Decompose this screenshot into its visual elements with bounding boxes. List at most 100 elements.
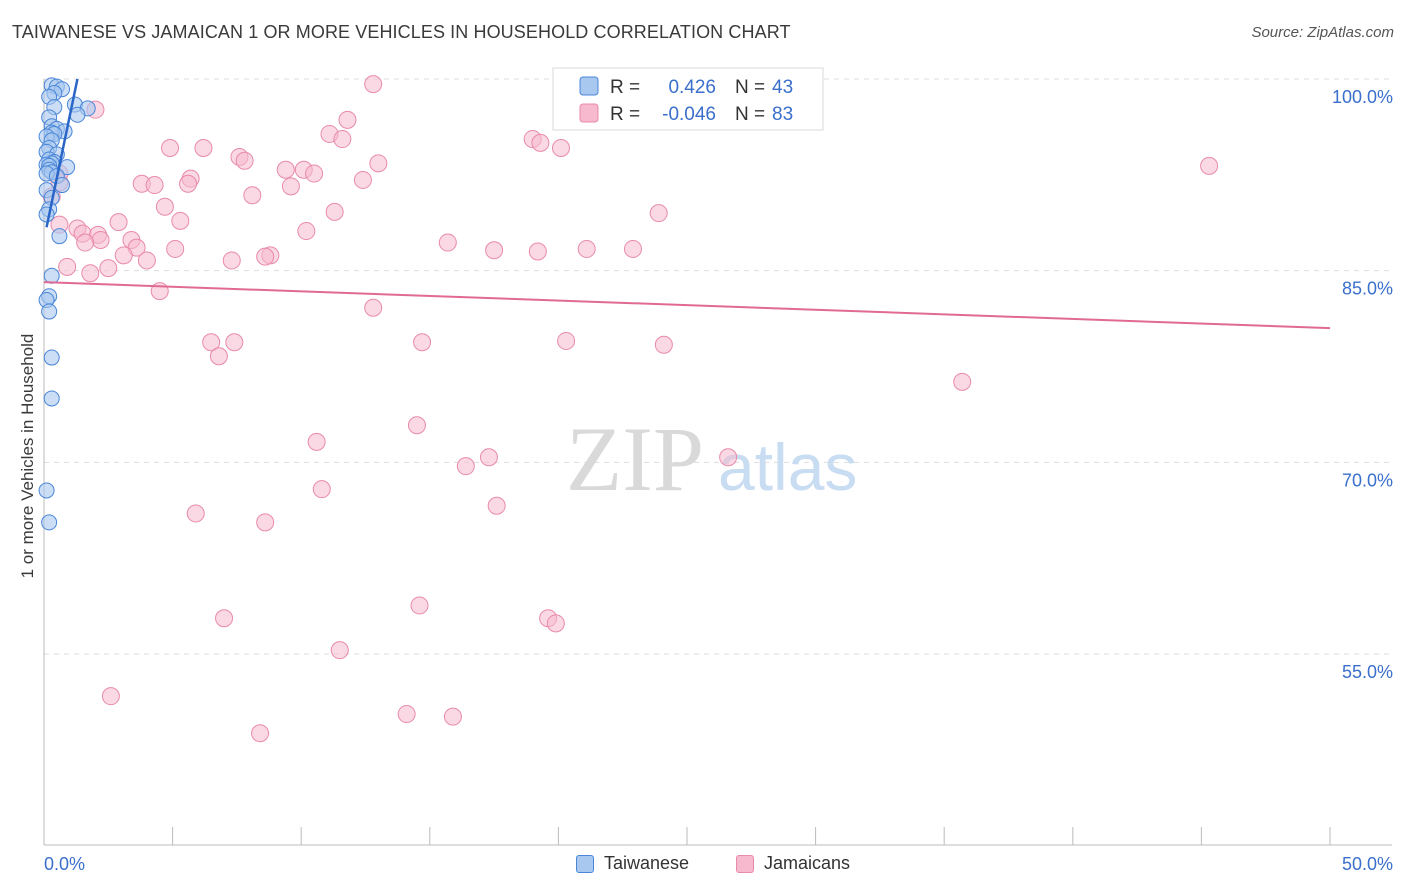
jamaicans-point-20 bbox=[145, 176, 164, 195]
jamaicans-point-26 bbox=[155, 197, 174, 216]
stats-n-value-jamaican: 83 bbox=[772, 104, 793, 125]
stats-n-value-taiwanese: 43 bbox=[772, 77, 793, 98]
jamaicans-point-0 bbox=[364, 75, 383, 94]
legend-swatch-jamaicans bbox=[736, 854, 754, 873]
jamaicans-point-48 bbox=[256, 247, 275, 266]
legend-label-jamaicans: Jamaicans bbox=[764, 853, 851, 873]
jamaicans-point-38 bbox=[76, 233, 95, 252]
jamaicans-point-60 bbox=[654, 335, 673, 354]
y-tick-label-2: 85.0% bbox=[1342, 279, 1393, 299]
jamaicans-point-69 bbox=[487, 496, 506, 515]
source-label: Source: ZipAtlas.com bbox=[1251, 24, 1394, 41]
stats-r-label-jamaican: R = bbox=[610, 104, 640, 125]
taiwanese-trend-line bbox=[45, 78, 79, 228]
taiwanese-point-41 bbox=[43, 390, 60, 407]
jamaicans-point-62 bbox=[953, 372, 972, 391]
jamaicans-point-16 bbox=[1200, 156, 1219, 175]
jamaicans-point-55 bbox=[364, 298, 383, 317]
taiwanese-point-40 bbox=[43, 349, 60, 366]
jamaicans-point-75 bbox=[546, 614, 565, 633]
jamaicans-point-18 bbox=[353, 170, 372, 189]
jamaicans-point-61 bbox=[209, 347, 228, 366]
jamaicans-point-68 bbox=[312, 480, 331, 499]
taiwanese-point-34 bbox=[38, 206, 55, 223]
jamaicans-point-36 bbox=[91, 231, 110, 249]
jamaicans-point-66 bbox=[719, 448, 738, 467]
jamaicans-point-72 bbox=[410, 596, 429, 615]
y-tick-label-0: 55.0% bbox=[1342, 662, 1393, 682]
y-tick-labels: 55.0% 70.0% 85.0% 100.0% bbox=[1332, 87, 1393, 682]
jamaicans-point-67 bbox=[456, 457, 475, 476]
jamaicans-point-43 bbox=[577, 239, 596, 258]
axes bbox=[43, 79, 1392, 846]
legend-item-jamaicans: Jamaicans bbox=[736, 853, 850, 874]
legend-label-taiwanese: Taiwanese bbox=[604, 853, 690, 873]
watermark: ZIP atlas bbox=[566, 408, 857, 510]
jamaicans-point-7 bbox=[551, 139, 570, 157]
jamaicans-point-13 bbox=[276, 160, 295, 179]
jamaicans-point-53 bbox=[81, 264, 100, 283]
jamaicans-point-52 bbox=[99, 259, 118, 278]
stats-n-label-jamaican: N = bbox=[735, 104, 765, 125]
chart-title: TAIWANESE VS JAMAICAN 1 OR MORE VEHICLES… bbox=[12, 22, 791, 42]
jamaicans-point-28 bbox=[649, 204, 668, 223]
jamaicans-point-64 bbox=[307, 432, 326, 451]
gridlines bbox=[44, 78, 1392, 655]
trend-lines bbox=[43, 78, 1331, 330]
jamaicans-trend-line bbox=[43, 281, 1331, 330]
jamaicans-point-59 bbox=[557, 331, 576, 350]
taiwanese-point-36 bbox=[43, 267, 60, 284]
jamaicans-point-76 bbox=[330, 641, 349, 660]
taiwanese-point-39 bbox=[41, 303, 58, 320]
jamaicans-point-58 bbox=[413, 333, 432, 352]
stats-r-value-jamaican: -0.046 bbox=[662, 104, 716, 125]
legend-swatch-taiwanese bbox=[576, 854, 594, 873]
jamaicans-point-51 bbox=[58, 257, 77, 276]
stats-r-value-taiwanese: 0.426 bbox=[668, 77, 716, 98]
jamaicans-point-39 bbox=[438, 233, 457, 252]
stats-r-label-taiwanese: R = bbox=[610, 77, 640, 98]
jamaicans-point-27 bbox=[325, 202, 344, 221]
taiwanese-point-42 bbox=[38, 482, 55, 499]
stats-legend: R = 0.426 N = 43 R = -0.046 N = 83 bbox=[552, 67, 824, 131]
jamaicans-point-24 bbox=[243, 186, 262, 205]
jamaicans-point-46 bbox=[114, 246, 133, 265]
jamaicans-point-73 bbox=[215, 609, 234, 628]
jamaicans-point-2 bbox=[338, 110, 357, 129]
jamaicans-point-22 bbox=[281, 177, 300, 196]
jamaicans-point-6 bbox=[531, 133, 550, 152]
legend-item-taiwanese: Taiwanese bbox=[576, 853, 689, 874]
jamaicans-point-11 bbox=[235, 151, 254, 170]
jamaicans-point-44 bbox=[623, 239, 642, 258]
stats-n-label-taiwanese: N = bbox=[735, 77, 765, 98]
jamaicans-point-12 bbox=[369, 154, 388, 173]
jamaicans-point-56 bbox=[202, 333, 221, 352]
x-tick-label-0: 0.0% bbox=[44, 854, 85, 874]
stats-legend-taiwanese-swatch bbox=[579, 76, 599, 96]
jamaicans-point-80 bbox=[251, 724, 270, 743]
jamaicans-point-50 bbox=[222, 251, 241, 270]
jamaicans-point-42 bbox=[485, 241, 504, 260]
jamaicans-point-9 bbox=[194, 139, 213, 157]
jamaicans-point-70 bbox=[186, 504, 205, 523]
jamaicans-point-34 bbox=[297, 222, 316, 241]
jamaicans-point-57 bbox=[225, 333, 244, 352]
x-tick-label-1: 50.0% bbox=[1342, 854, 1393, 874]
x-tick-labels: 0.0% 50.0% bbox=[44, 854, 1393, 874]
jamaicans-point-49 bbox=[137, 251, 156, 270]
y-tick-label-1: 70.0% bbox=[1342, 470, 1393, 490]
jamaicans-point-71 bbox=[256, 513, 275, 532]
jamaicans-point-79 bbox=[443, 707, 462, 726]
jamaicans-point-45 bbox=[528, 242, 547, 261]
jamaicans-point-8 bbox=[161, 139, 180, 157]
watermark-zip: ZIP bbox=[566, 408, 704, 510]
taiwanese-point-35 bbox=[51, 228, 68, 245]
jamaicans-point-15 bbox=[305, 164, 324, 183]
jamaicans-point-41 bbox=[166, 239, 185, 258]
taiwanese-point-43 bbox=[41, 514, 58, 531]
jamaicans-point-63 bbox=[407, 416, 426, 435]
jamaicans-point-4 bbox=[333, 130, 352, 149]
jamaicans-point-65 bbox=[479, 448, 498, 467]
jamaicans-points bbox=[42, 72, 1219, 743]
